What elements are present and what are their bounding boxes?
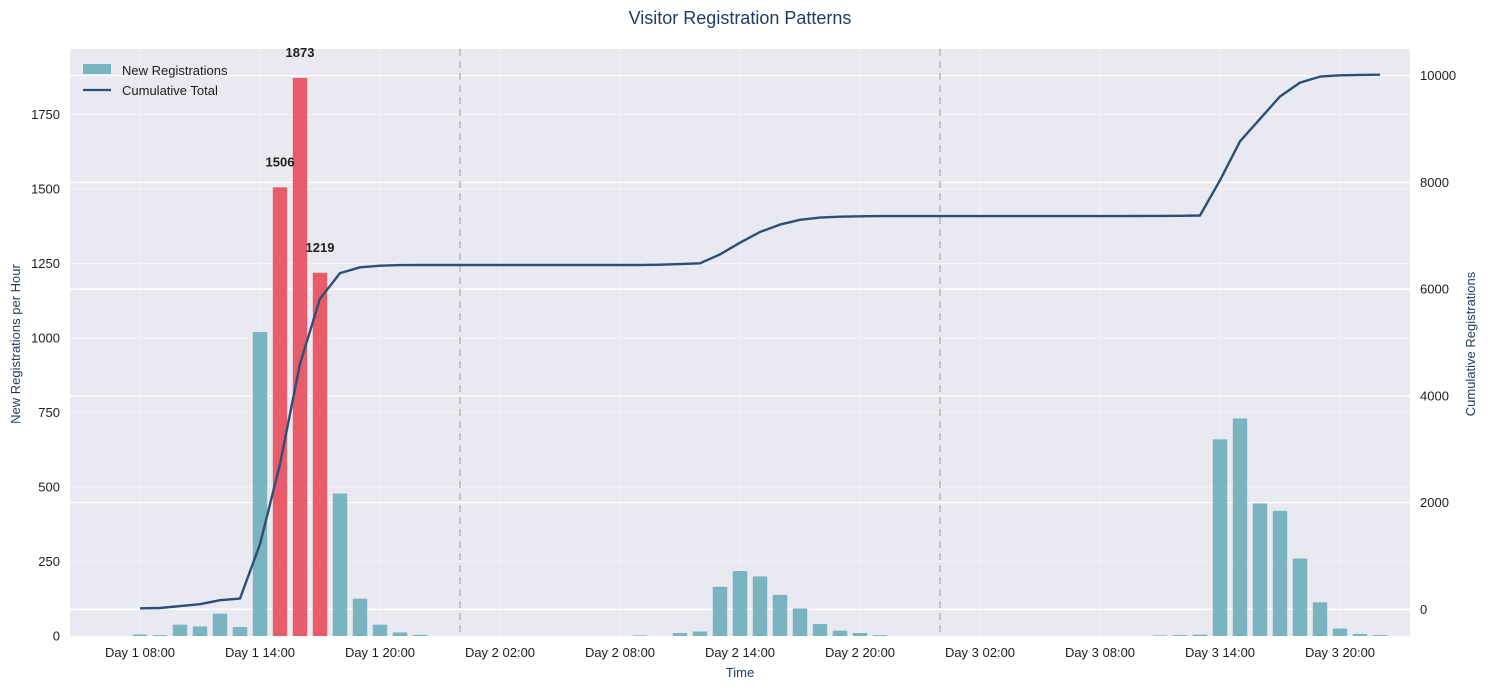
y2-tick-label: 6000 xyxy=(1420,282,1449,297)
bar xyxy=(132,634,148,636)
legend-label-cumulative-total: Cumulative Total xyxy=(122,83,218,98)
bar xyxy=(252,332,268,636)
bar xyxy=(1192,634,1208,636)
y-tick-label: 1250 xyxy=(31,256,60,271)
bar-value-label: 1506 xyxy=(266,154,295,169)
x-tick-label: Day 1 20:00 xyxy=(345,645,415,660)
y2-tick-label: 4000 xyxy=(1420,388,1449,403)
y-tick-label: 250 xyxy=(38,554,60,569)
y-tick-label: 750 xyxy=(38,405,60,420)
y-tick-label: 1500 xyxy=(31,182,60,197)
bar xyxy=(632,635,648,636)
bar xyxy=(852,633,868,636)
cumulative-line-series xyxy=(139,73,1381,610)
bar xyxy=(812,624,828,636)
y-axis-right-title: Cumulative Registrations xyxy=(1463,271,1478,416)
x-tick-label: Day 3 14:00 xyxy=(1185,645,1255,660)
cumulative-line xyxy=(139,73,1381,610)
x-tick-label: Day 2 20:00 xyxy=(825,645,895,660)
bar xyxy=(1332,628,1348,636)
y2-tick-label: 0 xyxy=(1420,602,1427,617)
bar-series xyxy=(132,77,1388,636)
bar xyxy=(352,598,368,636)
bar xyxy=(232,627,248,636)
y-axis-right-ticks: 0 2000 4000 6000 8000 10000 xyxy=(1420,68,1456,617)
y-tick-label: 500 xyxy=(38,480,60,495)
bar xyxy=(1272,510,1288,636)
x-tick-label: Day 2 02:00 xyxy=(465,645,535,660)
bar-value-labels: 1506 1873 1219 xyxy=(266,45,335,255)
bar xyxy=(732,571,748,636)
bar xyxy=(1172,635,1188,636)
bar xyxy=(372,624,388,636)
legend-swatch-new-registrations xyxy=(83,64,111,74)
x-tick-label: Day 2 14:00 xyxy=(705,645,775,660)
bar xyxy=(292,77,308,636)
x-tick-label: Day 3 02:00 xyxy=(945,645,1015,660)
bar xyxy=(1292,558,1308,636)
bar xyxy=(672,633,688,636)
bar xyxy=(692,631,708,636)
bar xyxy=(772,594,788,636)
y2-tick-label: 2000 xyxy=(1420,495,1449,510)
y-tick-label: 0 xyxy=(53,629,60,644)
day-boundary-lines xyxy=(459,49,941,636)
bar xyxy=(1252,503,1268,636)
chart-title: Visitor Registration Patterns xyxy=(629,8,852,28)
y-axis-left-title: New Registrations per Hour xyxy=(8,263,23,423)
y2-tick-label: 10000 xyxy=(1420,68,1456,83)
bar xyxy=(212,613,228,636)
bar xyxy=(1232,418,1248,636)
bar xyxy=(832,630,848,636)
y-axis-left-ticks: 0 250 500 750 1000 1250 1500 1750 xyxy=(31,107,60,643)
x-tick-label: Day 3 08:00 xyxy=(1065,645,1135,660)
x-tick-label: Day 3 20:00 xyxy=(1305,645,1375,660)
x-tick-label: Day 1 14:00 xyxy=(225,645,295,660)
bar xyxy=(1152,635,1168,636)
bar xyxy=(412,634,428,636)
bar xyxy=(1212,439,1228,636)
y2-tick-label: 8000 xyxy=(1420,175,1449,190)
bar xyxy=(312,272,328,636)
x-tick-label: Day 1 08:00 xyxy=(105,645,175,660)
bar xyxy=(152,635,168,636)
bar xyxy=(332,493,348,636)
bar xyxy=(712,586,728,636)
bar xyxy=(172,624,188,636)
bar xyxy=(752,576,768,636)
legend-label-new-registrations: New Registrations xyxy=(122,63,228,78)
x-axis-title: Time xyxy=(726,665,754,680)
bar xyxy=(792,608,808,636)
bar xyxy=(192,626,208,636)
bar xyxy=(1372,635,1388,636)
y-tick-label: 1750 xyxy=(31,107,60,122)
bar xyxy=(1312,602,1328,636)
bar-value-label: 1219 xyxy=(306,240,335,255)
x-axis-ticks: Day 1 08:00 Day 1 14:00 Day 1 20:00 Day 2 0… xyxy=(105,645,1375,660)
y-tick-label: 1000 xyxy=(31,331,60,346)
bar xyxy=(872,635,888,636)
bar-value-label: 1873 xyxy=(286,45,315,60)
legend: New Registrations Cumulative Total xyxy=(83,63,228,98)
bar xyxy=(1352,633,1368,636)
bar xyxy=(392,632,408,636)
bar xyxy=(272,187,288,636)
x-tick-label: Day 2 08:00 xyxy=(585,645,655,660)
